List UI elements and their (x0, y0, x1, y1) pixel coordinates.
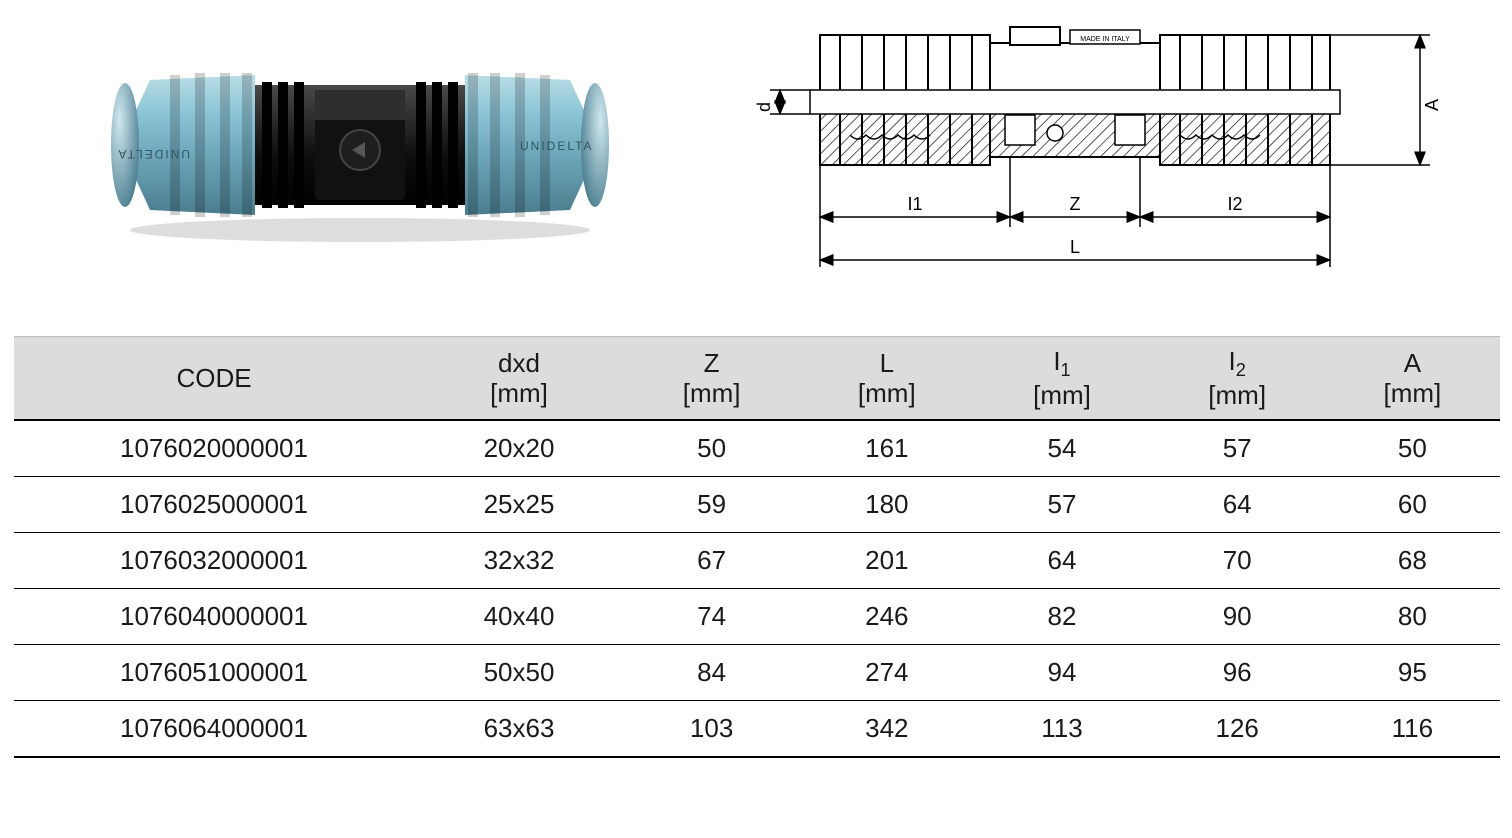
dim-I2: I2 (1227, 194, 1242, 214)
cell-value: 82 (974, 589, 1149, 645)
cell-value: 161 (799, 420, 974, 477)
cell-value: 246 (799, 589, 974, 645)
cell-value: 50 (624, 420, 799, 477)
cell-value: 67 (624, 533, 799, 589)
cell-value: 84 (624, 645, 799, 701)
brand-text-right: UNIDELTA (520, 139, 594, 153)
cell-value: 116 (1325, 701, 1500, 758)
cell-value: 64 (974, 533, 1149, 589)
cell-value: 180 (799, 477, 974, 533)
cell-value: 94 (974, 645, 1149, 701)
cell-code: 1076051000001 (14, 645, 414, 701)
made-in-label: MADE IN ITALY (1080, 36, 1130, 43)
figures-region: UNIDELTA UNIDELTA (0, 0, 1512, 310)
col-I1: I1 [mm] (974, 337, 1149, 421)
cell-value: 70 (1150, 533, 1325, 589)
cell-value: 103 (624, 701, 799, 758)
table-row: 107606400000163x63103342113126116 (14, 701, 1500, 758)
cell-code: 1076064000001 (14, 701, 414, 758)
cell-value: 274 (799, 645, 974, 701)
technical-drawing: MADE IN ITALY (710, 15, 1490, 295)
col-I2: I2 [mm] (1150, 337, 1325, 421)
cell-code: 1076025000001 (14, 477, 414, 533)
cell-value: 40x40 (414, 589, 624, 645)
dim-I1: I1 (907, 194, 922, 214)
table-header: CODE dxd [mm] Z [mm] L [mm] I1 [mm] I2 [… (14, 337, 1500, 421)
cell-value: 80 (1325, 589, 1500, 645)
col-code: CODE (14, 337, 414, 421)
cell-value: 59 (624, 477, 799, 533)
cell-value: 113 (974, 701, 1149, 758)
cell-value: 57 (1150, 420, 1325, 477)
dim-Z: Z (1070, 194, 1081, 214)
col-L: L [mm] (799, 337, 974, 421)
table-row: 107603200000132x3267201647068 (14, 533, 1500, 589)
dim-A: A (1422, 99, 1442, 111)
dim-d: d (754, 102, 774, 112)
cell-code: 1076040000001 (14, 589, 414, 645)
cell-value: 50x50 (414, 645, 624, 701)
table-row: 107605100000150x5084274949695 (14, 645, 1500, 701)
cell-value: 63x63 (414, 701, 624, 758)
drawing-body: MADE IN ITALY (810, 27, 1340, 165)
cell-value: 25x25 (414, 477, 624, 533)
cell-value: 50 (1325, 420, 1500, 477)
cell-value: 126 (1150, 701, 1325, 758)
brand-text-left: UNIDELTA (116, 147, 190, 161)
cell-value: 342 (799, 701, 974, 758)
cell-code: 1076032000001 (14, 533, 414, 589)
col-A: A [mm] (1325, 337, 1500, 421)
cell-value: 60 (1325, 477, 1500, 533)
cell-value: 20x20 (414, 420, 624, 477)
cell-value: 95 (1325, 645, 1500, 701)
cell-value: 54 (974, 420, 1149, 477)
cell-value: 64 (1150, 477, 1325, 533)
spec-table: CODE dxd [mm] Z [mm] L [mm] I1 [mm] I2 [… (14, 336, 1500, 758)
cell-value: 68 (1325, 533, 1500, 589)
col-dxd: dxd [mm] (414, 337, 624, 421)
cell-value: 90 (1150, 589, 1325, 645)
table-row: 107602500000125x2559180576460 (14, 477, 1500, 533)
cell-value: 74 (624, 589, 799, 645)
product-photo: UNIDELTA UNIDELTA (90, 40, 630, 250)
dim-L: L (1070, 237, 1080, 257)
cell-value: 96 (1150, 645, 1325, 701)
table-row: 107604000000140x4074246829080 (14, 589, 1500, 645)
table-body: 107602000000120x205016154575010760250000… (14, 420, 1500, 757)
cell-value: 201 (799, 533, 974, 589)
col-Z: Z [mm] (624, 337, 799, 421)
cell-value: 57 (974, 477, 1149, 533)
cell-value: 32x32 (414, 533, 624, 589)
table-row: 107602000000120x2050161545750 (14, 420, 1500, 477)
cell-code: 1076020000001 (14, 420, 414, 477)
